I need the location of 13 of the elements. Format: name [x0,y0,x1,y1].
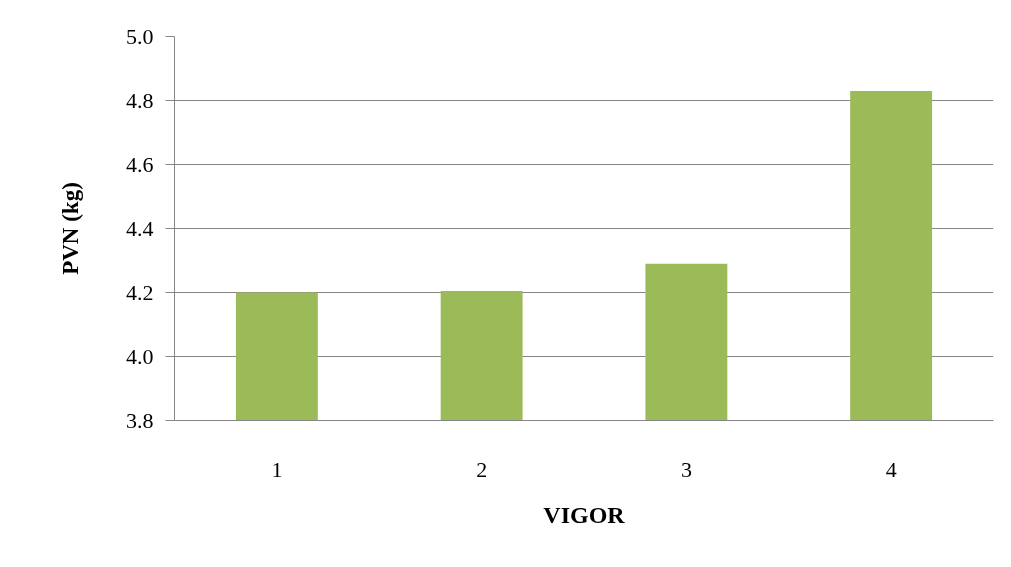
y-tick-label: 4.4 [126,215,154,241]
x-tick-label: 3 [680,456,692,482]
y-axis-title: PVN (kg) [58,182,83,275]
x-axis-title: VIGOR [543,501,626,528]
y-tick-label: 4.6 [126,151,154,177]
x-tick-label: 2 [476,456,488,482]
y-tick-label: 4.8 [126,87,154,113]
y-tick-label: 4.2 [126,279,154,305]
y-tick-label: 5.0 [126,23,154,49]
y-tick-label: 4.0 [126,343,154,369]
x-tick-label: 1 [271,456,283,482]
y-tick-label: 3.8 [126,407,154,433]
x-tick-label: 4 [885,456,897,482]
